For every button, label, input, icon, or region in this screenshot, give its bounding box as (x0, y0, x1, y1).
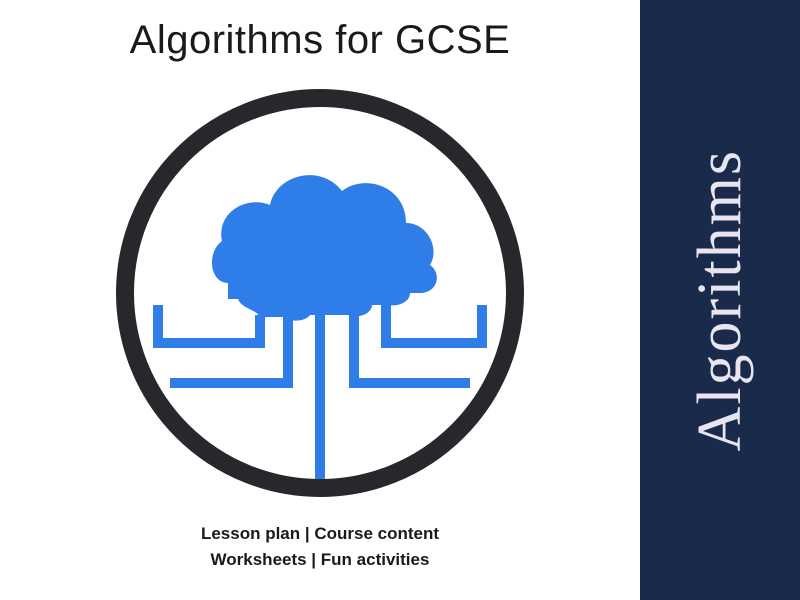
subtitle: Lesson plan | Course content Worksheets … (201, 521, 439, 572)
sidebar: Algorithms (640, 0, 800, 600)
sidebar-label: Algorithms (685, 149, 756, 451)
subtitle-line-1: Lesson plan | Course content (201, 521, 439, 547)
main-panel: Algorithms for GCSE (0, 0, 640, 600)
subtitle-line-2: Worksheets | Fun activities (201, 547, 439, 573)
cloud-network-icon (110, 83, 530, 503)
page-title: Algorithms for GCSE (130, 18, 511, 63)
